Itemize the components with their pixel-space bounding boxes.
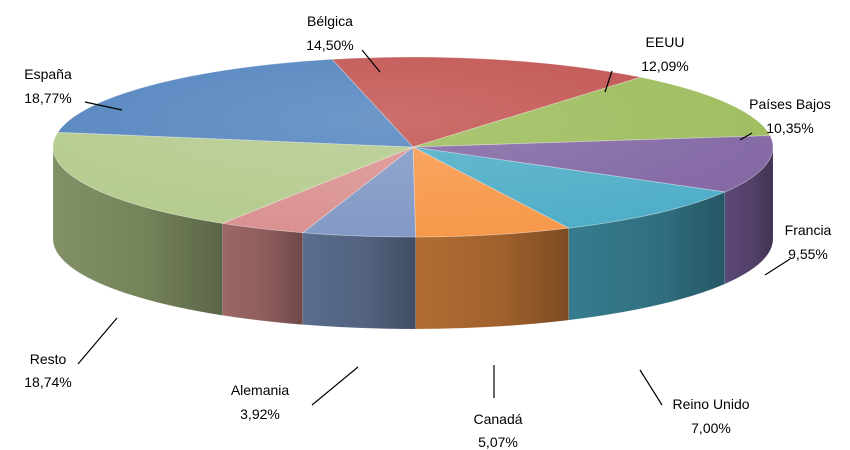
slice-label-bélgica: Bélgica <box>307 13 353 29</box>
pie-tops <box>53 57 773 237</box>
slice-value-bélgica: 14,50% <box>306 37 353 53</box>
leader-alemania <box>312 367 358 405</box>
slice-value-alemania: 3,92% <box>240 406 280 422</box>
side-shading <box>416 228 569 329</box>
top-gloss <box>53 57 773 237</box>
slice-value-resto: 18,74% <box>24 374 71 390</box>
slice-label-resto: Resto <box>30 351 67 367</box>
leader-francia <box>765 259 790 275</box>
leader-reino-unido <box>640 370 662 405</box>
slice-label-francia: Francia <box>785 222 832 238</box>
slice-value-reino-unido: 7,00% <box>691 420 731 436</box>
side-shading <box>303 233 416 329</box>
slice-value-españa: 18,77% <box>24 90 71 106</box>
slice-value-países-bajos: 10,35% <box>766 120 813 136</box>
side-shading <box>222 223 302 324</box>
slice-label-reino-unido: Reino Unido <box>672 396 749 412</box>
slice-label-españa: España <box>24 66 72 82</box>
slice-value-canadá: 5,07% <box>478 434 518 450</box>
slice-value-francia: 9,55% <box>788 246 828 262</box>
slice-label-alemania: Alemania <box>231 382 290 398</box>
slice-label-canadá: Canadá <box>473 411 522 427</box>
leader-resto <box>78 318 117 364</box>
slice-label-eeuu: EEUU <box>646 34 685 50</box>
slice-value-eeuu: 12,09% <box>641 58 688 74</box>
slice-label-países-bajos: Países Bajos <box>749 96 831 112</box>
